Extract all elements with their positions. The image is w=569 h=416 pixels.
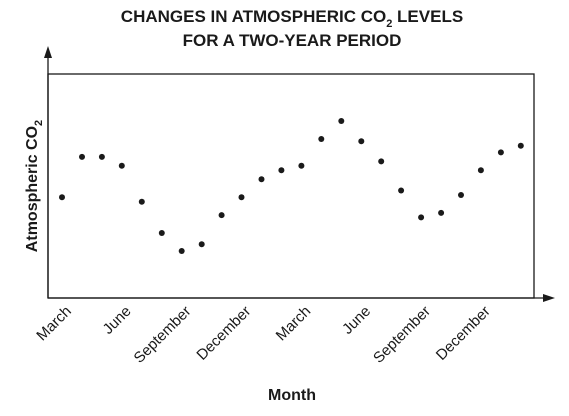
chart-title-line-2: FOR A TWO-YEAR PERIOD [183, 31, 402, 50]
x-axis-arrowhead [543, 294, 555, 302]
data-point-13 [318, 136, 325, 142]
data-point-4 [138, 198, 145, 205]
data-point-1 [79, 153, 85, 160]
data-point-11 [278, 167, 285, 174]
data-point-6 [178, 248, 185, 254]
x-tick-label-0: March [33, 303, 74, 344]
data-point-5 [158, 230, 165, 236]
x-tick-label-7: December [433, 303, 494, 364]
chart-title-line-1: CHANGES IN ATMOSPHERIC CO2 LEVELS [121, 7, 463, 30]
data-point-7 [198, 241, 205, 248]
x-tick-label-1: June [100, 303, 135, 338]
plot-frame [47, 73, 535, 299]
x-tick-label-3: December [193, 303, 254, 364]
data-point-12 [298, 162, 305, 169]
x-tick-label-2: September [131, 303, 195, 367]
data-point-9 [238, 194, 245, 201]
x-tick-label-4: March [273, 303, 314, 344]
y-axis-label: Atmospheric CO2 [24, 120, 45, 252]
data-point-0 [59, 194, 65, 201]
data-points [59, 118, 524, 254]
y-axis-arrowhead [44, 46, 52, 58]
data-point-22 [497, 149, 504, 156]
data-point-15 [358, 138, 365, 145]
data-point-21 [477, 167, 484, 174]
data-point-3 [118, 162, 125, 169]
data-point-16 [378, 158, 385, 165]
data-point-8 [218, 212, 225, 219]
data-point-18 [418, 214, 425, 221]
data-point-17 [398, 187, 405, 194]
data-point-10 [258, 176, 265, 183]
data-point-20 [458, 192, 464, 198]
x-tick-label-5: June [339, 303, 374, 338]
data-point-19 [438, 209, 445, 216]
x-tick-label-6: September [370, 303, 434, 367]
data-point-23 [517, 142, 524, 149]
data-point-2 [98, 153, 105, 160]
x-axis-label: Month [268, 387, 316, 404]
data-point-14 [338, 118, 345, 124]
